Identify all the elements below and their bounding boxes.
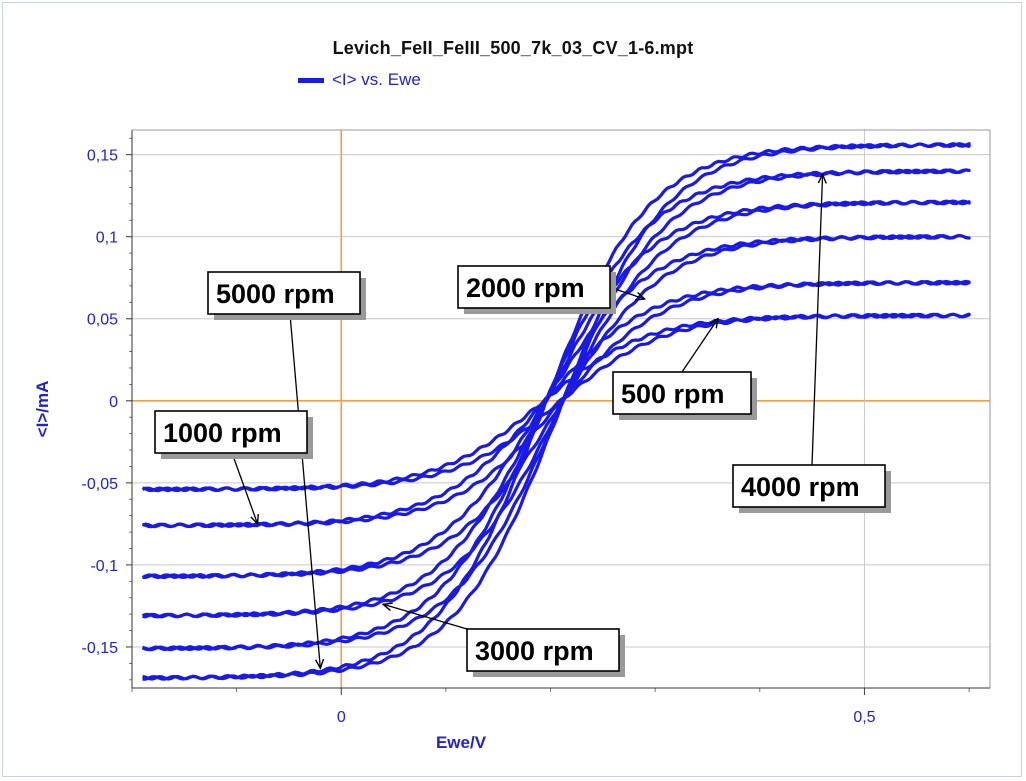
series-line-5000-rpm bbox=[142, 142, 971, 681]
annotation-box bbox=[154, 410, 308, 454]
annotation-arrow bbox=[681, 319, 718, 373]
annotation-1000-rpm: 1000 rpm bbox=[154, 410, 313, 524]
y-axis-label: <I>/mA bbox=[33, 381, 52, 438]
annotation-label: 3000 rpm bbox=[475, 636, 594, 666]
series-line-2000-rpm bbox=[141, 233, 971, 580]
y-tick-label: 0 bbox=[109, 394, 118, 411]
annotation-arrow bbox=[383, 604, 468, 630]
y-tick-label: -0,1 bbox=[90, 558, 118, 575]
annotation-box bbox=[732, 464, 886, 508]
chart-title: Levich_FeII_FeIII_500_7k_03_CV_1-6.mpt bbox=[332, 38, 694, 58]
annotation-3000-rpm: 3000 rpm bbox=[383, 604, 625, 677]
annotation-arrow bbox=[231, 452, 258, 524]
x-axis-label: Ewe/V bbox=[436, 733, 487, 752]
annotation-label: 4000 rpm bbox=[741, 472, 860, 502]
annotation-label: 2000 rpm bbox=[466, 273, 585, 303]
annotation-arrow bbox=[811, 174, 823, 466]
annotation-arrow bbox=[289, 313, 320, 668]
series-line-500-rpm bbox=[141, 312, 971, 493]
annotation-box bbox=[612, 371, 752, 415]
annotation-box bbox=[207, 271, 361, 315]
x-tick-label: 0,5 bbox=[853, 709, 875, 726]
series-line-4000-rpm bbox=[141, 168, 971, 652]
y-tick-label: 0,1 bbox=[96, 230, 118, 247]
annotation-5000-rpm: 5000 rpm bbox=[207, 271, 366, 668]
legend: <I> vs. Ewe bbox=[298, 70, 421, 90]
y-tick-label: 0,15 bbox=[87, 148, 118, 165]
annotation-box bbox=[466, 628, 620, 672]
annotation-arrow bbox=[611, 287, 645, 299]
annotation-500-rpm: 500 rpm bbox=[612, 319, 757, 420]
y-tick-label: -0,15 bbox=[82, 640, 119, 657]
annotation-label: 1000 rpm bbox=[163, 418, 282, 448]
legend-swatch bbox=[298, 77, 324, 83]
annotation-4000-rpm: 4000 rpm bbox=[732, 174, 891, 513]
y-tick-label: 0,05 bbox=[87, 312, 118, 329]
legend-label: <I> vs. Ewe bbox=[332, 70, 421, 89]
annotation-label: 500 rpm bbox=[621, 379, 725, 409]
annotation-2000-rpm: 2000 rpm bbox=[457, 265, 645, 314]
series-line-1000-rpm bbox=[141, 279, 971, 529]
annotation-box bbox=[457, 265, 611, 309]
y-tick-label: -0,05 bbox=[82, 476, 119, 493]
annotation-label: 5000 rpm bbox=[216, 279, 335, 309]
x-tick-label: 0 bbox=[337, 709, 346, 726]
series-line-3000-rpm bbox=[141, 199, 971, 619]
